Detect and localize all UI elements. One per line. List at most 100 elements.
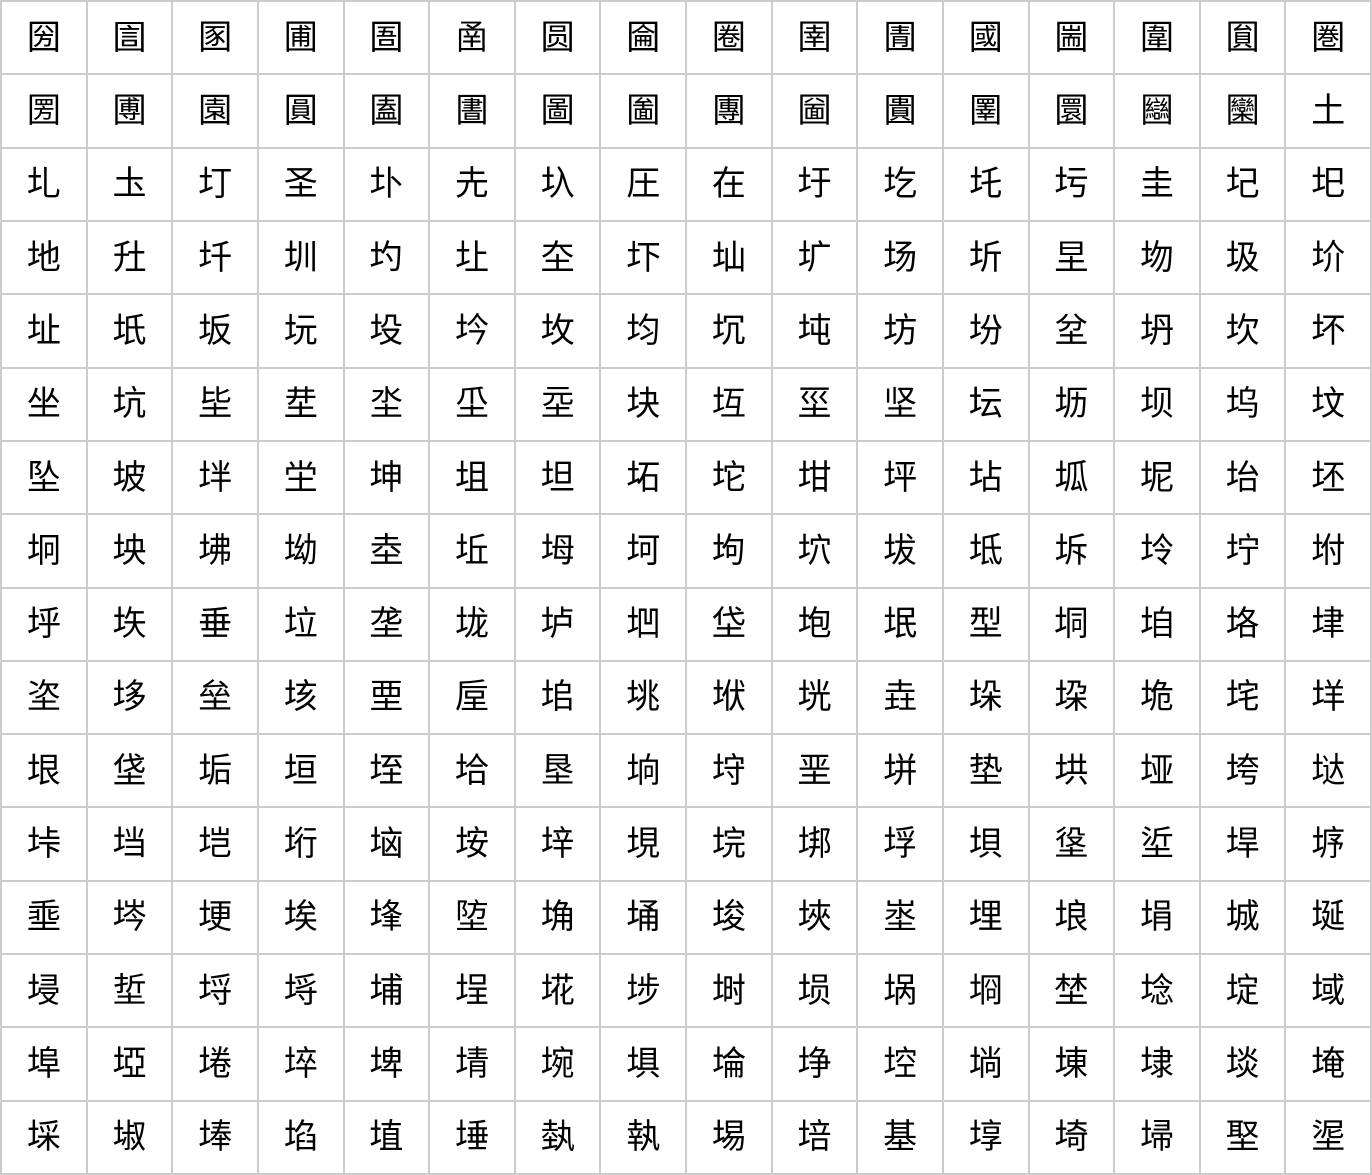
glyph-cell: 埚 (856, 953, 942, 1027)
glyph-cell: 坂 (171, 293, 257, 367)
glyph-cell: 埬 (1027, 1026, 1114, 1100)
glyph-cell: 坉 (770, 293, 857, 367)
glyph-cell: 垍 (1113, 586, 1199, 660)
glyph-cell: 垤 (342, 733, 429, 807)
glyph-cell: 埂 (171, 879, 257, 954)
glyph-cell: 圞 (1198, 73, 1285, 147)
glyph-cell: 垹 (770, 806, 857, 880)
glyph-cell: 埾 (1198, 1099, 1285, 1173)
glyph-cell: 埭 (1113, 1026, 1199, 1100)
glyph-cell: 坐 (0, 366, 86, 440)
glyph-cell: 场 (856, 219, 942, 294)
glyph-cell: 土 (1284, 73, 1370, 147)
glyph-cell: 圮 (1198, 146, 1285, 220)
glyph-cell: 埒 (171, 953, 257, 1027)
glyph-cell: 垮 (1198, 733, 1285, 807)
glyph-cell: 坼 (1027, 513, 1114, 587)
glyph-cell: 垃 (256, 586, 343, 660)
glyph-cell: 埝 (1113, 953, 1199, 1027)
glyph-cell: 圎 (1198, 0, 1285, 74)
glyph-cell: 埇 (599, 879, 685, 954)
glyph-cell: 圄 (342, 0, 429, 74)
glyph-cell: 圠 (0, 146, 86, 220)
glyph-cell: 圥 (428, 146, 514, 220)
glyph-cell: 圦 (513, 146, 600, 220)
glyph-cell: 圝 (1113, 73, 1199, 147)
glyph-cell: 埲 (171, 1099, 257, 1173)
glyph-cell: 圱 (85, 219, 172, 294)
glyph-cell: 圇 (599, 0, 685, 74)
glyph-cell: 坈 (685, 293, 771, 367)
glyph-cell: 圣 (256, 146, 343, 220)
glyph-cell: 埍 (1113, 879, 1199, 954)
glyph-cell: 垀 (0, 586, 86, 660)
glyph-cell: 基 (856, 1099, 942, 1173)
glyph-cell: 坶 (513, 513, 600, 587)
glyph-cell: 埛 (941, 953, 1028, 1027)
glyph-cell: 坭 (1113, 439, 1199, 514)
glyph-cell: 坅 (428, 293, 514, 367)
glyph-cell: 垽 (1113, 806, 1199, 880)
glyph-cell: 垶 (513, 806, 600, 880)
glyph-cell: 圫 (941, 146, 1028, 220)
glyph-cell: 垪 (856, 733, 942, 807)
glyph-cell: 垩 (770, 733, 857, 807)
glyph-cell: 垵 (428, 806, 514, 880)
glyph-cell: 埵 (428, 1099, 514, 1173)
glyph-cell: 圹 (770, 219, 857, 294)
glyph-cell: 垡 (85, 733, 172, 807)
glyph-cell: 垷 (599, 806, 685, 880)
glyph-cell: 垦 (513, 733, 600, 807)
glyph-cell: 圈 (685, 0, 771, 74)
glyph-cell: 垿 (1284, 806, 1370, 880)
glyph-cell: 垰 (0, 806, 86, 880)
glyph-cell: 垼 (1027, 806, 1114, 880)
glyph-cell: 坦 (513, 439, 600, 514)
glyph-cell: 埢 (171, 1026, 257, 1100)
glyph-cell: 圻 (941, 219, 1028, 294)
glyph-cell: 址 (0, 293, 86, 367)
glyph-cell: 埓 (256, 953, 343, 1027)
glyph-cell: 埪 (856, 1026, 942, 1100)
glyph-cell: 圆 (513, 0, 600, 74)
glyph-cell: 埁 (85, 879, 172, 954)
glyph-cell: 圙 (770, 73, 857, 147)
glyph-cell: 坠 (0, 439, 86, 514)
glyph-cell: 埴 (342, 1099, 429, 1173)
glyph-cell: 坻 (941, 513, 1028, 587)
glyph-cell: 坿 (1284, 513, 1370, 587)
glyph-cell: 垑 (85, 659, 172, 734)
glyph-cell: 坒 (171, 366, 257, 440)
glyph-cell: 園 (171, 73, 257, 147)
glyph-cell: 垢 (171, 733, 257, 807)
glyph-cell: 圀 (0, 0, 86, 74)
glyph-cell: 坑 (85, 366, 172, 440)
glyph-cell: 埰 (0, 1099, 86, 1173)
glyph-cell: 圗 (599, 73, 685, 147)
glyph-cell: 垨 (685, 733, 771, 807)
glyph-cell: 埳 (256, 1099, 343, 1173)
glyph-cell: 埀 (0, 879, 86, 954)
glyph-cell: 圓 (256, 73, 343, 147)
glyph-cell: 坘 (685, 366, 771, 440)
glyph-cell: 坥 (428, 439, 514, 514)
glyph-cell: 域 (1284, 953, 1370, 1027)
glyph-cell: 垘 (685, 659, 771, 734)
glyph-cell: 垫 (941, 733, 1028, 807)
glyph-cell: 垯 (1284, 733, 1370, 807)
glyph-cell: 圽 (1113, 219, 1199, 294)
glyph-cell: 垗 (599, 659, 685, 734)
glyph-cell: 圏 (1284, 0, 1370, 74)
glyph-cell: 埻 (941, 1099, 1028, 1173)
glyph-cell: 坹 (770, 513, 857, 587)
glyph-cell: 培 (770, 1099, 857, 1173)
glyph-cell: 埶 (513, 1099, 600, 1173)
glyph-cell: 埠 (0, 1026, 86, 1100)
glyph-cell: 埔 (342, 953, 429, 1027)
glyph-cell: 垒 (171, 659, 257, 734)
glyph-cell: 垺 (856, 806, 942, 880)
glyph-cell: 坺 (856, 513, 942, 587)
glyph-cell: 坬 (1027, 439, 1114, 514)
glyph-cell: 坆 (513, 293, 600, 367)
glyph-cell: 垭 (1113, 733, 1199, 807)
